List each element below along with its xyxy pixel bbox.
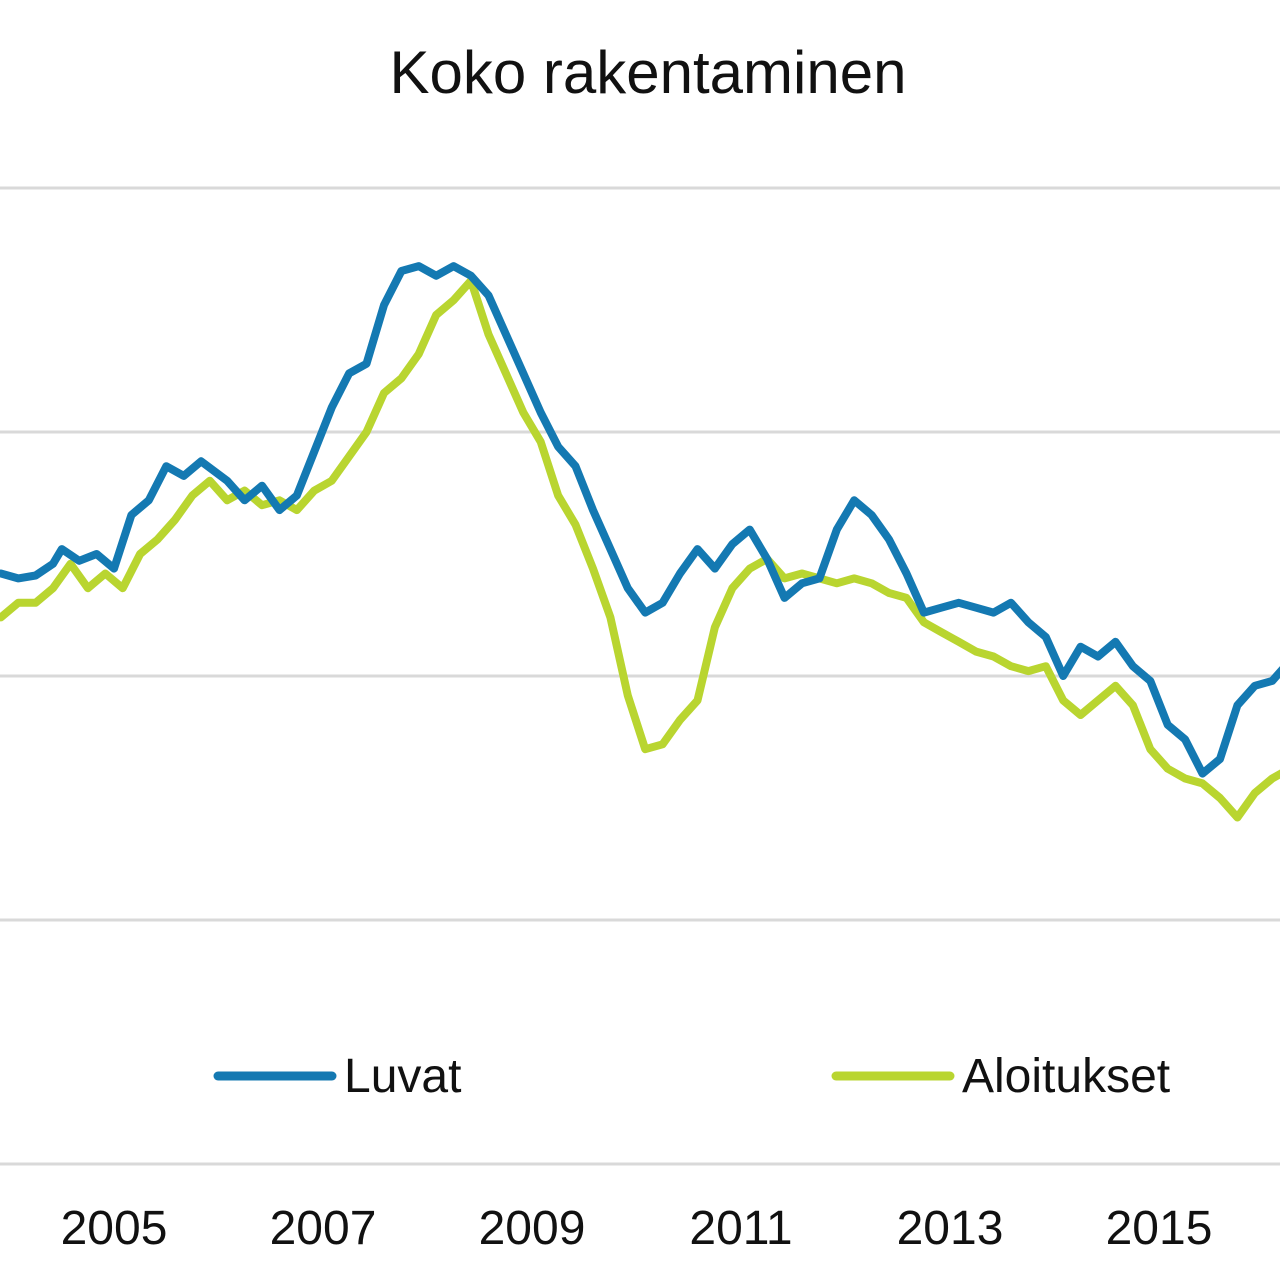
legend-label-aloitukset: Aloitukset — [962, 1050, 1170, 1103]
x-tick-label: 2013 — [897, 1202, 1004, 1255]
legend-label-luvat: Luvat — [344, 1050, 461, 1103]
x-tick-label: 2015 — [1106, 1202, 1213, 1255]
x-tick-label: 2007 — [270, 1202, 377, 1255]
gridlines — [0, 186, 1280, 1166]
x-tick-label: 2011 — [689, 1202, 792, 1255]
chart-title: Koko rakentaminen — [389, 39, 907, 106]
series-line-aloitukset — [0, 276, 1280, 822]
legend: Luvat Aloitukset — [213, 1050, 1170, 1103]
x-tick-label: 2009 — [479, 1202, 586, 1255]
x-tick-label: 2005 — [61, 1202, 168, 1255]
series-layer — [0, 262, 1280, 822]
x-axis-ticks: 2005 2007 2009 2011 2013 2015 — [61, 1202, 1213, 1255]
series-line-luvat — [0, 262, 1280, 778]
